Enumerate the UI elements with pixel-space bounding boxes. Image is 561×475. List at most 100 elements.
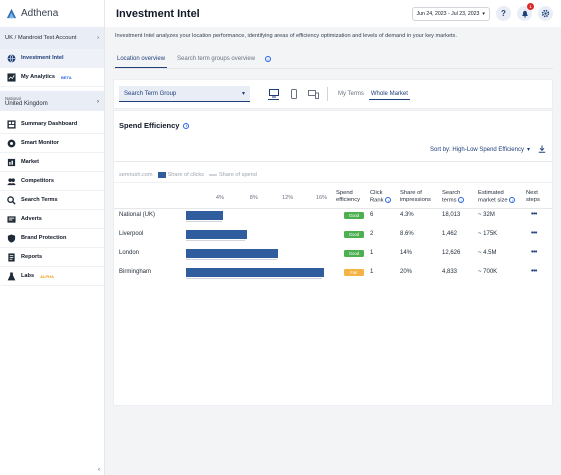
bell-icon (521, 10, 528, 18)
adverts-icon (7, 215, 16, 224)
sidebar-item-summary-dashboard[interactable]: Summary Dashboard (0, 115, 104, 134)
info-icon[interactable]: i (265, 56, 272, 62)
caret-down-icon: ▾ (241, 91, 245, 97)
help-button[interactable]: ? (496, 6, 511, 21)
sort-dropdown[interactable]: Sort by: High-Low Spend Efficiency ▾ (430, 146, 530, 154)
my-terms-toggle[interactable]: My Terms (338, 91, 364, 97)
chevron-right-icon: › (97, 35, 99, 41)
next-steps-button[interactable]: ••• (531, 230, 537, 237)
tab-location-overview[interactable]: Location overview (115, 50, 168, 68)
divider (114, 182, 552, 183)
next-steps-button[interactable]: ••• (531, 268, 537, 275)
info-icon[interactable]: i (458, 197, 465, 203)
sidebar-item-labs[interactable]: Labs ALPHA (0, 267, 104, 286)
region-name: United Kingdom (5, 100, 48, 107)
info-icon[interactable]: i (183, 122, 190, 129)
settings-button[interactable] (538, 6, 553, 21)
search-terms-value: 1,462 (442, 231, 458, 237)
device-selector (268, 89, 319, 100)
row-location: National (UK) (119, 212, 156, 218)
desktop-device-button[interactable] (268, 89, 279, 100)
search-term-group-select[interactable]: Search Term Group ▾ (119, 86, 250, 102)
mobile-device-button[interactable] (288, 89, 299, 100)
row-location: Liverpool (119, 231, 144, 237)
download-button[interactable] (538, 145, 546, 155)
market-size-value: ~ 32M (478, 212, 495, 218)
whole-market-toggle[interactable]: Whole Market (368, 89, 410, 100)
column-header-line: efficiency (336, 197, 361, 203)
market-size-value: ~ 4.5M (478, 250, 497, 256)
terms-toggle: My Terms Whole Market (336, 89, 410, 100)
next-steps-button[interactable]: ••• (531, 249, 537, 256)
column-header-line: Search (442, 190, 461, 196)
search-icon (7, 195, 16, 205)
adthena-logo-icon (6, 8, 17, 19)
desktop-icon (268, 89, 279, 98)
filter-divider (327, 87, 328, 101)
legend-spend-label: Share of spend (218, 172, 257, 178)
sidebar-item-adverts[interactable]: Adverts (0, 210, 104, 229)
sidebar-item-badge: BETA (61, 74, 72, 80)
sidebar-item-my-analytics[interactable]: My Analytics BETA (0, 68, 104, 87)
account-selector[interactable]: UK / Mandroid Test Account › (0, 27, 104, 49)
share-of-clicks-bar (186, 268, 325, 277)
sidebar-item-label: Investment Intel (21, 55, 64, 61)
sidebar-item-label: Smart Monitor (21, 140, 59, 146)
legend-spend-swatch (208, 174, 217, 176)
region-selector[interactable]: National United Kingdom › (0, 91, 104, 111)
tab-search-term-groups-overview[interactable]: Search term groups overview (177, 56, 256, 62)
table-header-divider (114, 208, 552, 209)
gear-icon (541, 9, 550, 18)
sidebar-item-investment-intel[interactable]: Investment Intel (0, 49, 104, 68)
sidebar-item-competitors[interactable]: Competitors (0, 172, 104, 191)
date-range-value: Jun 24, 2023 - Jul 23, 2023 (416, 10, 480, 17)
info-icon[interactable]: i (509, 197, 516, 203)
filter-bar: Search Term Group ▾ My Terms Whole Marke… (113, 79, 553, 109)
all-devices-button[interactable] (308, 89, 319, 100)
info-icon[interactable]: i (385, 197, 392, 203)
sidebar-item-badge: ALPHA (40, 273, 54, 279)
search-term-group-value: Search Term Group (124, 90, 177, 97)
column-header-line: impressions (400, 197, 431, 203)
share-of-clicks-bar (186, 211, 224, 220)
spend-efficiency-badge: Good (344, 250, 364, 257)
sidebar-item-label: Summary Dashboard (21, 121, 78, 127)
multi-device-icon (308, 89, 319, 99)
next-steps-button[interactable]: ••• (531, 211, 537, 218)
column-header-line: Estimated (478, 190, 504, 196)
legend-clicks-label: Share of clicks (167, 172, 204, 178)
column-header-line: terms (442, 197, 457, 204)
download-icon (538, 145, 546, 153)
sidebar-item-label: Brand Protection (21, 235, 67, 241)
notifications-button[interactable]: 1 (517, 3, 534, 21)
sidebar-item-market[interactable]: Market (0, 153, 104, 172)
column-header-share-of-impressions: Share of impressions (400, 190, 431, 204)
divider (114, 161, 552, 162)
share-of-spend-line (186, 259, 277, 260)
search-terms-value: 18,013 (442, 212, 461, 218)
share-of-spend-line (186, 221, 223, 222)
sidebar-item-label: Market (21, 159, 40, 165)
sidebar-item-label: Search Terms (21, 197, 58, 203)
shield-icon (7, 233, 16, 243)
sidebar-item-smart-monitor[interactable]: Smart Monitor (0, 134, 104, 153)
sidebar-item-reports[interactable]: Reports (0, 248, 104, 267)
sidebar-item-brand-protection[interactable]: Brand Protection (0, 229, 104, 248)
labs-icon (7, 271, 16, 281)
logo[interactable]: Adthena (0, 0, 104, 27)
collapse-sidebar-button[interactable]: ‹ (98, 467, 100, 473)
x-tick-label: 16% (315, 195, 328, 201)
click-rank-value: 1 (370, 269, 374, 275)
app-name: Adthena (21, 8, 59, 19)
search-terms-value: 4,833 (442, 269, 458, 275)
chart-legend: semrush.com Share of clicks Share of spe… (119, 172, 257, 178)
sidebar-item-label: My Analytics (21, 74, 55, 80)
tab-bar: Location overview Search term groups ove… (115, 50, 272, 68)
date-range-picker[interactable]: Jun 24, 2023 - Jul 23, 2023 ▾ (411, 6, 490, 21)
sort-label: Sort by: High-Low Spend Efficiency (430, 146, 524, 153)
tabs-divider (113, 68, 553, 69)
spend-efficiency-card: Spend Efficiency i Sort by: High-Low Spe… (113, 110, 553, 406)
column-header-line: Rank (370, 197, 384, 204)
x-tick-label: 8% (249, 195, 258, 201)
sidebar-item-search-terms[interactable]: Search Terms (0, 191, 104, 210)
